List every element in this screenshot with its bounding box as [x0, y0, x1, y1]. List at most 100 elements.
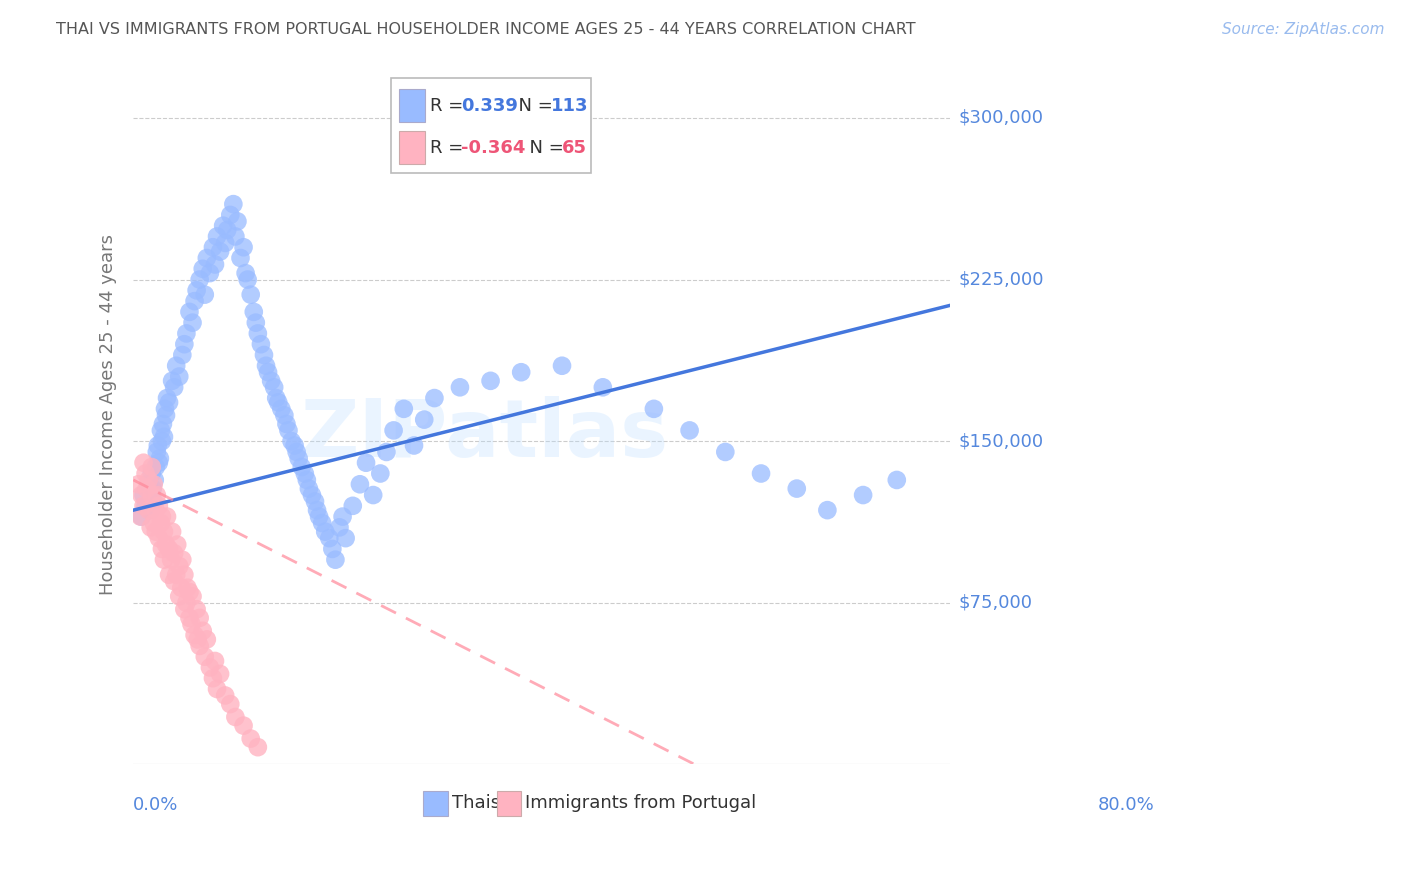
Point	[219, 208, 242, 222]
Point	[179, 611, 201, 625]
Point	[186, 602, 208, 616]
Point	[246, 740, 269, 755]
Point	[180, 617, 202, 632]
Point	[167, 559, 190, 574]
Point	[135, 482, 157, 496]
Point	[195, 632, 218, 647]
Point	[166, 538, 188, 552]
Point	[311, 516, 333, 530]
Text: $225,000: $225,000	[957, 270, 1043, 288]
Text: N =: N =	[508, 97, 558, 115]
Point	[224, 710, 246, 724]
Point	[321, 541, 343, 556]
Point	[132, 499, 155, 513]
Point	[145, 503, 167, 517]
Text: $300,000: $300,000	[957, 109, 1043, 127]
Point	[167, 369, 190, 384]
Point	[815, 503, 838, 517]
Point	[242, 305, 264, 319]
Point	[205, 681, 228, 696]
Point	[325, 552, 347, 566]
Text: -0.364: -0.364	[461, 139, 524, 157]
Point	[194, 287, 217, 301]
Point	[149, 451, 172, 466]
Point	[135, 467, 157, 481]
Point	[160, 374, 183, 388]
FancyBboxPatch shape	[496, 791, 522, 815]
Point	[245, 316, 267, 330]
FancyBboxPatch shape	[399, 130, 425, 164]
Point	[132, 456, 155, 470]
Point	[226, 214, 249, 228]
Point	[305, 503, 328, 517]
Point	[167, 590, 190, 604]
Point	[146, 445, 169, 459]
FancyBboxPatch shape	[399, 88, 425, 122]
Point	[183, 628, 205, 642]
Point	[155, 409, 177, 423]
Point	[263, 380, 285, 394]
Point	[176, 596, 198, 610]
Point	[370, 467, 392, 481]
Point	[142, 477, 165, 491]
Point	[264, 391, 287, 405]
Point	[163, 574, 186, 589]
Point	[160, 552, 183, 566]
Point	[392, 401, 415, 416]
Point	[510, 365, 533, 379]
Text: 65: 65	[562, 139, 588, 157]
Point	[141, 467, 163, 481]
Point	[188, 272, 211, 286]
Point	[138, 477, 160, 491]
Point	[145, 524, 167, 539]
Point	[678, 424, 700, 438]
Point	[354, 456, 377, 470]
Text: $150,000: $150,000	[957, 433, 1043, 450]
Point	[150, 509, 173, 524]
Point	[139, 520, 162, 534]
Point	[181, 316, 204, 330]
Point	[232, 718, 254, 732]
Point	[229, 251, 252, 265]
Point	[239, 287, 262, 301]
Point	[170, 581, 193, 595]
Point	[143, 473, 166, 487]
Text: $75,000: $75,000	[957, 594, 1032, 612]
Point	[153, 430, 176, 444]
Text: 80.0%: 80.0%	[1097, 796, 1154, 814]
Point	[160, 524, 183, 539]
Text: R =: R =	[430, 139, 468, 157]
Point	[181, 590, 204, 604]
Point	[188, 611, 211, 625]
Point	[236, 272, 259, 286]
Point	[209, 244, 232, 259]
Point	[298, 482, 321, 496]
Point	[205, 229, 228, 244]
Point	[551, 359, 574, 373]
Point	[280, 434, 302, 449]
Point	[270, 401, 292, 416]
Point	[153, 552, 176, 566]
Point	[131, 509, 153, 524]
Point	[179, 305, 201, 319]
Point	[172, 552, 194, 566]
Text: 113: 113	[551, 97, 588, 115]
Point	[479, 374, 502, 388]
Point	[152, 417, 174, 431]
Text: 0.0%: 0.0%	[134, 796, 179, 814]
Point	[235, 266, 257, 280]
Text: N =: N =	[517, 139, 569, 157]
Point	[186, 283, 208, 297]
Point	[643, 401, 665, 416]
Point	[156, 391, 179, 405]
Point	[165, 359, 187, 373]
Point	[148, 499, 170, 513]
Point	[172, 348, 194, 362]
Point	[276, 417, 298, 431]
Point	[592, 380, 614, 394]
Point	[254, 359, 277, 373]
Point	[253, 348, 276, 362]
Point	[148, 531, 170, 545]
Point	[423, 391, 446, 405]
Point	[886, 473, 908, 487]
